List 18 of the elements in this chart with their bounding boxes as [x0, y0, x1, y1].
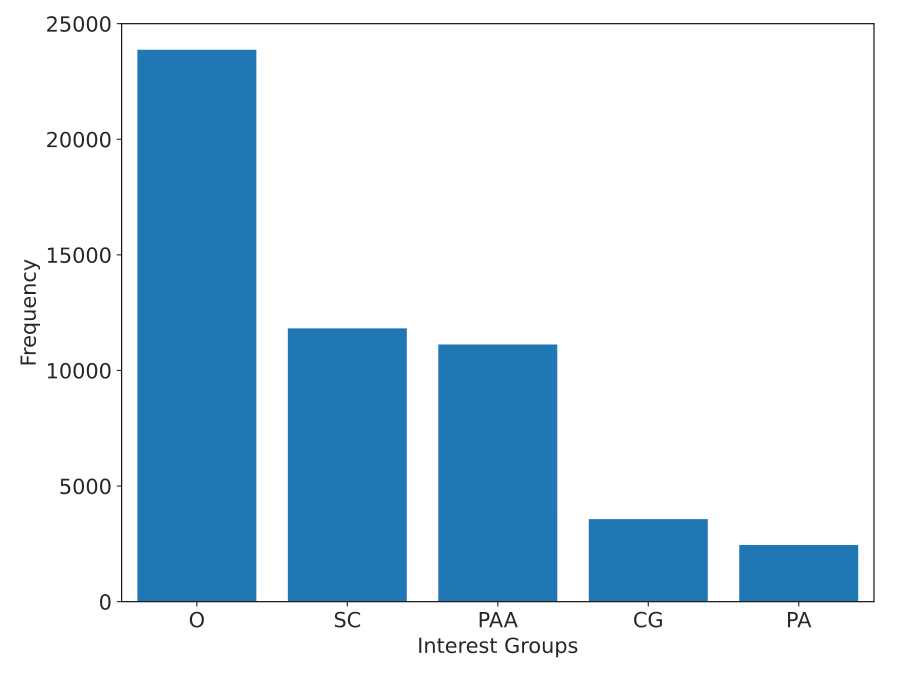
- bar: [286, 326, 408, 602]
- bar: [738, 544, 860, 602]
- y-tick-label: 0: [100, 594, 111, 610]
- x-tick-label: PA: [788, 612, 812, 628]
- x-tick-label: CG: [634, 612, 662, 628]
- bar: [587, 518, 710, 602]
- bar: [136, 48, 258, 602]
- x-axis-title: Interest Groups: [419, 637, 578, 658]
- x-tick-label: SC: [334, 612, 360, 628]
- y-tick-label: 5000: [60, 478, 111, 494]
- y-tick-label: 20000: [47, 132, 111, 148]
- y-tick-label: 25000: [47, 16, 111, 32]
- y-tick-label: 10000: [48, 362, 111, 379]
- x-tick-label: PAA: [480, 612, 518, 628]
- x-tick-label: O: [190, 612, 204, 628]
- bar: [436, 343, 559, 602]
- y-tick-label: 15000: [48, 247, 111, 264]
- y-axis-title: Frequency: [20, 259, 40, 364]
